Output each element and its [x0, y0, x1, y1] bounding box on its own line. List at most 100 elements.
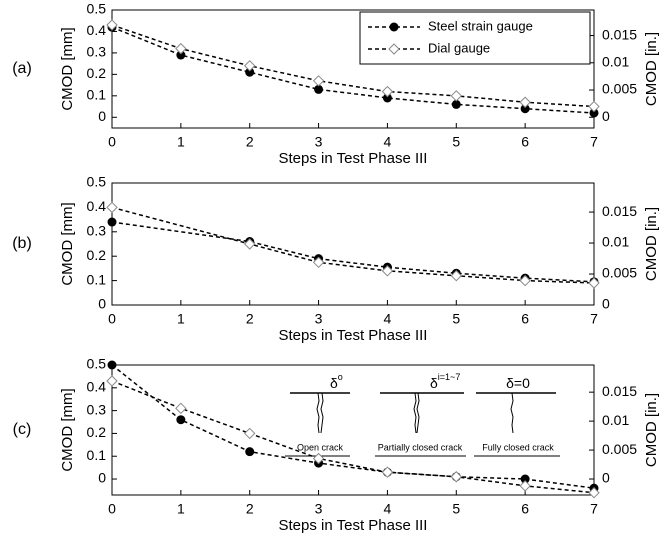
legend-marker: [389, 22, 399, 32]
annotation-symbol: δo: [330, 372, 343, 390]
marker: [175, 42, 187, 55]
legend-label: Dial gauge: [428, 40, 490, 55]
y-tick-label: 0.3: [87, 401, 107, 417]
symbol: δ: [430, 375, 438, 391]
y-tick-label: 0.4: [87, 22, 107, 38]
panel-label: (a): [12, 60, 32, 77]
y2-tick-label: 0: [602, 296, 610, 312]
marker: [106, 375, 118, 387]
x-tick-label: 6: [521, 501, 529, 517]
annotation-label: Fully closed crack: [482, 442, 554, 452]
symbol: δ: [330, 375, 338, 391]
x-tick-label: 1: [177, 501, 185, 517]
x-tick-label: 3: [315, 311, 323, 327]
x-tick-label: 1: [177, 311, 185, 327]
marker: [588, 487, 600, 499]
y-tick-label: 0.4: [87, 379, 107, 395]
y2-tick-label: 0.01: [602, 234, 629, 250]
series-line: [111, 221, 595, 283]
marker: [519, 96, 531, 108]
marker: [519, 274, 531, 287]
annotation-label: Open crack: [297, 442, 344, 452]
series-line: [111, 206, 595, 284]
annotation-symbol: δ=0: [506, 375, 530, 391]
x-tick-label: 1: [177, 134, 185, 150]
x-tick-label: 7: [590, 501, 598, 517]
y-tick-label: 0.2: [87, 424, 107, 440]
y-axis-label: CMOD [mm]: [59, 202, 76, 285]
symbol-sup: i=1~7: [438, 372, 461, 382]
marker: [520, 474, 530, 484]
marker: [314, 84, 324, 94]
marker: [589, 108, 599, 118]
marker: [244, 238, 256, 250]
panel-label: (b): [12, 235, 32, 252]
marker: [381, 466, 394, 478]
series-line: [111, 24, 595, 108]
symbol-sup: o: [338, 372, 343, 382]
marker: [520, 104, 530, 114]
x-tick-label: 7: [590, 311, 598, 327]
legend-label: Steel strain gauge: [428, 18, 533, 33]
x-tick-label: 4: [384, 311, 392, 327]
marker: [381, 85, 394, 98]
x-tick-label: 2: [246, 134, 254, 150]
marker: [106, 19, 118, 31]
y-tick-label: 0.5: [87, 174, 107, 190]
marker: [312, 75, 325, 87]
plot-frame: [111, 182, 595, 306]
marker: [450, 270, 462, 282]
x-tick-label: 0: [108, 134, 116, 150]
y-tick-label: 0.5: [87, 1, 107, 17]
marker: [312, 256, 325, 269]
x-tick-label: 3: [315, 134, 323, 150]
x-tick-label: 0: [108, 311, 116, 327]
marker: [244, 427, 256, 440]
y2-tick-label: 0.01: [602, 53, 629, 69]
y-tick-label: 0: [98, 470, 106, 486]
x-axis-label: Steps in Test Phase III: [279, 327, 428, 344]
legend-marker: [388, 43, 400, 55]
marker: [312, 452, 325, 465]
y-tick-label: 0.4: [87, 198, 107, 214]
y2-tick-label: 0.005: [602, 81, 637, 97]
plot-frame: [111, 364, 595, 496]
marker: [176, 415, 186, 425]
marker: [244, 60, 256, 72]
y2-axis-label: CMOD [in.]: [643, 207, 660, 281]
marker: [450, 90, 462, 102]
x-tick-label: 5: [452, 311, 460, 327]
marker: [107, 217, 117, 227]
marker: [381, 265, 394, 277]
y2-tick-label: 0.015: [602, 26, 637, 42]
x-axis-label: Steps in Test Phase III: [279, 517, 428, 534]
y-tick-label: 0.1: [87, 87, 107, 103]
y2-tick-label: 0.01: [602, 412, 629, 428]
x-tick-label: 7: [590, 134, 598, 150]
x-tick-label: 2: [246, 311, 254, 327]
marker: [245, 447, 255, 457]
marker: [451, 99, 461, 109]
marker: [450, 471, 462, 483]
y-axis-label: CMOD [mm]: [59, 388, 76, 471]
marker: [519, 480, 531, 492]
y-tick-label: 0.1: [87, 271, 107, 287]
y2-tick-label: 0.005: [602, 441, 637, 457]
plot-frame: [111, 9, 595, 129]
x-tick-label: 6: [521, 134, 529, 150]
annotation-label: Partially closed crack: [378, 442, 463, 452]
y2-axis-label: CMOD [in.]: [643, 393, 660, 467]
annotation-symbol: δi=1~7: [430, 372, 460, 390]
y2-tick-label: 0: [602, 108, 610, 124]
y2-tick-label: 0: [602, 470, 610, 486]
series-line: [111, 26, 595, 114]
crack-sketches: [285, 392, 560, 457]
y-tick-label: 0.3: [87, 223, 107, 239]
y-axis-label: CMOD [mm]: [59, 27, 76, 110]
y-tick-label: 0: [98, 108, 106, 124]
y2-axis-label: CMOD [in.]: [643, 32, 660, 106]
x-tick-label: 0: [108, 501, 116, 517]
y2-tick-label: 0.015: [602, 383, 637, 399]
y-tick-label: 0.2: [87, 247, 107, 263]
